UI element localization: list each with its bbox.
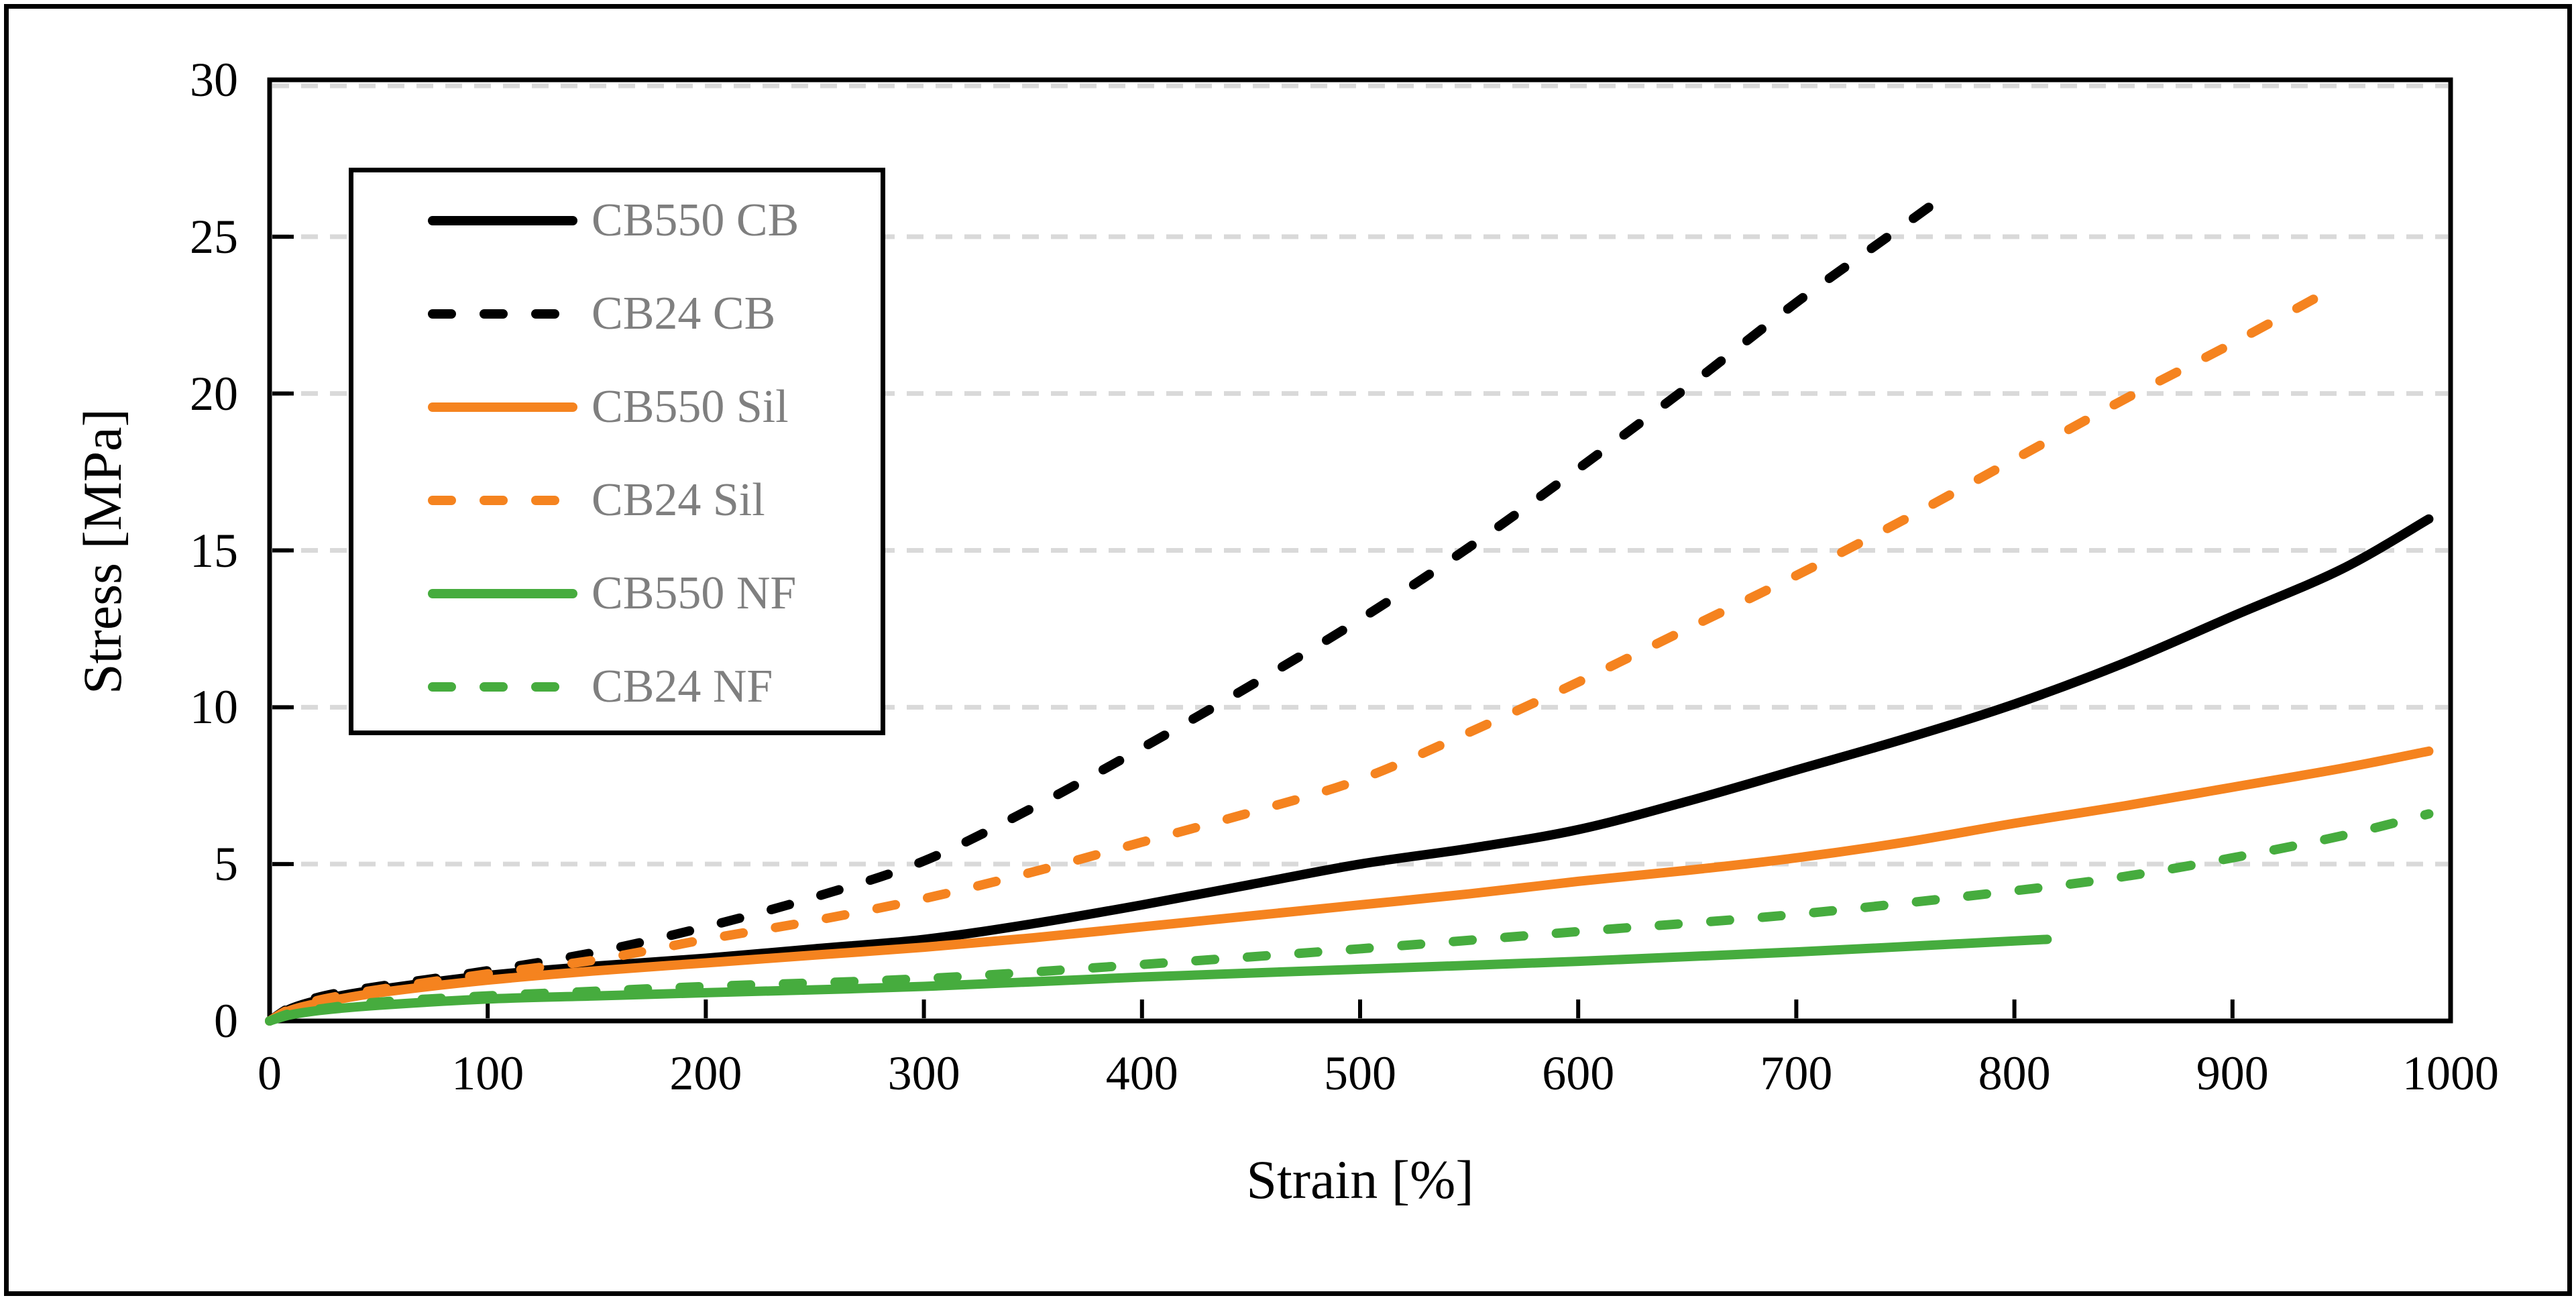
legend-line-sample-solid	[428, 402, 577, 412]
x-tick-label: 300	[887, 1046, 960, 1100]
x-tick-label: 500	[1324, 1046, 1396, 1100]
x-tick-label: 100	[451, 1046, 524, 1100]
x-tick-label: 400	[1105, 1046, 1178, 1100]
series-curve-cb550-nf	[265, 934, 2052, 1026]
x-tick-label: 200	[669, 1046, 742, 1100]
series-curve-cb24-nf	[265, 809, 2434, 1026]
legend-line-sample-dashed	[428, 495, 577, 505]
legend-box: CB550 CB CB24 CB CB550 Sil CB24 Sil CB550 NF…	[349, 168, 885, 735]
x-tick-label: 1000	[2402, 1046, 2499, 1100]
series-curve-cb550-sil	[265, 746, 2434, 1026]
legend-item: CB550 NF	[353, 547, 881, 640]
x-tick-label: 700	[1760, 1046, 1833, 1100]
legend-item: CB24 Sil	[353, 453, 881, 547]
legend-line-sample-dashed	[428, 309, 577, 319]
legend-line-sample-solid	[428, 215, 577, 225]
legend-item: CB550 CB	[353, 174, 881, 267]
legend-item: CB550 Sil	[353, 360, 881, 453]
legend-line-sample-dashed	[428, 682, 577, 692]
y-tick-label: 10	[190, 680, 238, 735]
legend-item-label: CB24 Sil	[592, 474, 765, 526]
figure-border	[4, 4, 2572, 1296]
x-tick-label: 0	[258, 1046, 282, 1100]
x-tick-label: 800	[1978, 1046, 2051, 1100]
legend-item-label: CB24 NF	[592, 660, 773, 712]
plot-border	[267, 77, 2453, 1024]
y-tick-label: 20	[190, 366, 238, 421]
legend-item-label: CB24 CB	[592, 287, 776, 339]
y-tick-label: 25	[190, 209, 238, 264]
y-tick-label: 0	[214, 994, 238, 1048]
x-axis-title: Strain [%]	[1246, 1149, 1474, 1210]
x-tick-label: 600	[1542, 1046, 1615, 1100]
legend-item: CB24 CB	[353, 267, 881, 360]
series-curve-cb24-sil	[265, 278, 2347, 1026]
legend-item-label: CB550 Sil	[592, 380, 789, 433]
y-axis-title: Stress [MPa]	[72, 409, 133, 694]
y-tick-label: 5	[214, 837, 238, 891]
x-tick-label: 900	[2196, 1046, 2269, 1100]
y-tick-label: 30	[190, 53, 238, 107]
y-tick-label: 15	[190, 523, 238, 578]
legend-item: CB24 NF	[353, 640, 881, 733]
legend-item-label: CB550 NF	[592, 567, 797, 619]
legend-line-sample-solid	[428, 588, 577, 598]
legend-item-label: CB550 CB	[592, 194, 799, 246]
